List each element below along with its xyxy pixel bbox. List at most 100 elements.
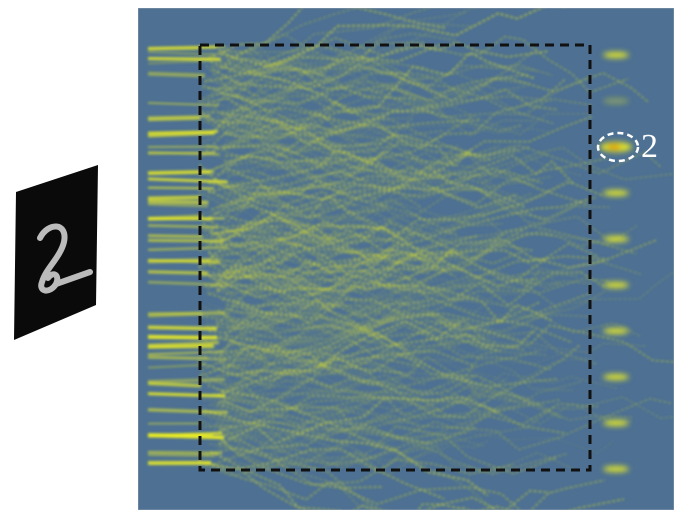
intensity-streak — [147, 116, 201, 122]
intensity-path — [213, 335, 562, 419]
intensity-streak — [147, 355, 209, 360]
intensity-path — [221, 441, 495, 510]
intensity-path — [225, 8, 565, 75]
intensity-path — [201, 269, 598, 365]
intensity-path — [218, 311, 477, 386]
intensity-path — [202, 219, 537, 282]
intensity-streaks — [147, 8, 674, 510]
intensity-path — [206, 63, 430, 86]
intensity-path — [222, 398, 467, 439]
intensity-path — [217, 357, 619, 394]
intensity-path — [202, 107, 674, 181]
intensity-path — [224, 258, 559, 299]
intensity-path — [218, 170, 366, 197]
intensity-path — [210, 274, 646, 354]
intensity-path — [215, 181, 527, 209]
intensity-path — [226, 79, 552, 108]
intensity-path — [208, 32, 456, 91]
intensity-path — [218, 242, 599, 292]
intensity-path — [218, 86, 416, 123]
intensity-path — [203, 409, 489, 497]
intensity-streak — [147, 57, 221, 61]
intensity-path — [203, 74, 593, 139]
intensity-streak — [147, 270, 208, 275]
intensity-path — [227, 311, 525, 351]
intensity-streak — [147, 45, 217, 51]
intensity-path — [215, 178, 428, 267]
intensity-streak — [147, 199, 209, 205]
intensity-path — [227, 168, 543, 219]
intensity-path — [223, 49, 537, 123]
intensity-streak — [147, 234, 204, 238]
intensity-path — [213, 289, 546, 334]
intensity-path — [215, 282, 473, 326]
intensity-path — [201, 88, 593, 119]
intensity-path — [215, 225, 457, 268]
intensity-path — [210, 148, 460, 237]
intensity-path — [216, 402, 632, 429]
intensity-path — [215, 320, 386, 345]
intensity-path — [227, 89, 521, 118]
intensity-path — [198, 139, 473, 189]
intensity-path — [220, 181, 470, 225]
intensity-path — [220, 204, 638, 245]
intensity-streak — [147, 238, 224, 243]
intensity-path — [200, 103, 582, 177]
detector-spot — [603, 282, 629, 288]
intensity-streak — [147, 102, 219, 106]
target-label: 2 — [641, 128, 658, 165]
intensity-path — [219, 321, 674, 374]
intensity-streak — [147, 453, 215, 457]
intensity-path — [208, 94, 536, 187]
intensity-path — [218, 348, 596, 392]
intensity-streak — [147, 60, 203, 65]
intensity-streak — [147, 325, 218, 331]
intensity-path — [204, 464, 466, 510]
intensity-path — [210, 418, 306, 456]
detector-spot — [603, 190, 629, 196]
intensity-path — [221, 395, 567, 435]
intensity-path — [226, 133, 500, 157]
intensity-path — [219, 408, 442, 440]
intensity-path — [197, 329, 536, 377]
intensity-path — [205, 447, 382, 510]
intensity-path — [219, 237, 295, 263]
intensity-path — [210, 313, 567, 364]
intensity-path — [198, 23, 474, 75]
intensity-path — [226, 276, 493, 348]
intensity-streak — [147, 434, 222, 439]
output-plane-box — [198, 43, 592, 472]
intensity-path — [211, 272, 564, 392]
intensity-path — [221, 92, 422, 149]
intensity-path — [204, 286, 591, 342]
intensity-path — [210, 88, 559, 135]
intensity-path — [218, 211, 329, 246]
intensity-path — [221, 427, 514, 486]
intensity-path — [222, 320, 353, 382]
intensity-path — [210, 239, 549, 288]
intensity-path — [201, 225, 456, 267]
intensity-path — [227, 275, 502, 311]
intensity-path — [213, 81, 591, 136]
intensity-path — [211, 195, 358, 229]
intensity-path — [223, 122, 369, 150]
intensity-path — [225, 298, 501, 352]
intensity-streak — [147, 408, 228, 415]
intensity-streak — [147, 341, 219, 347]
intensity-path — [224, 146, 530, 190]
intensity-path — [216, 335, 404, 352]
intensity-path — [207, 97, 491, 161]
intensity-path — [211, 223, 405, 288]
intensity-path — [218, 44, 650, 104]
intensity-path — [209, 115, 350, 135]
intensity-path — [212, 41, 549, 90]
intensity-path — [198, 323, 313, 362]
intensity-path — [212, 431, 383, 489]
intensity-path — [212, 384, 518, 427]
intensity-path — [223, 192, 325, 225]
intensity-path — [216, 402, 598, 437]
intensity-streak — [147, 363, 207, 369]
intensity-path — [207, 316, 574, 392]
intensity-path — [207, 244, 580, 330]
intensity-path — [208, 234, 480, 299]
